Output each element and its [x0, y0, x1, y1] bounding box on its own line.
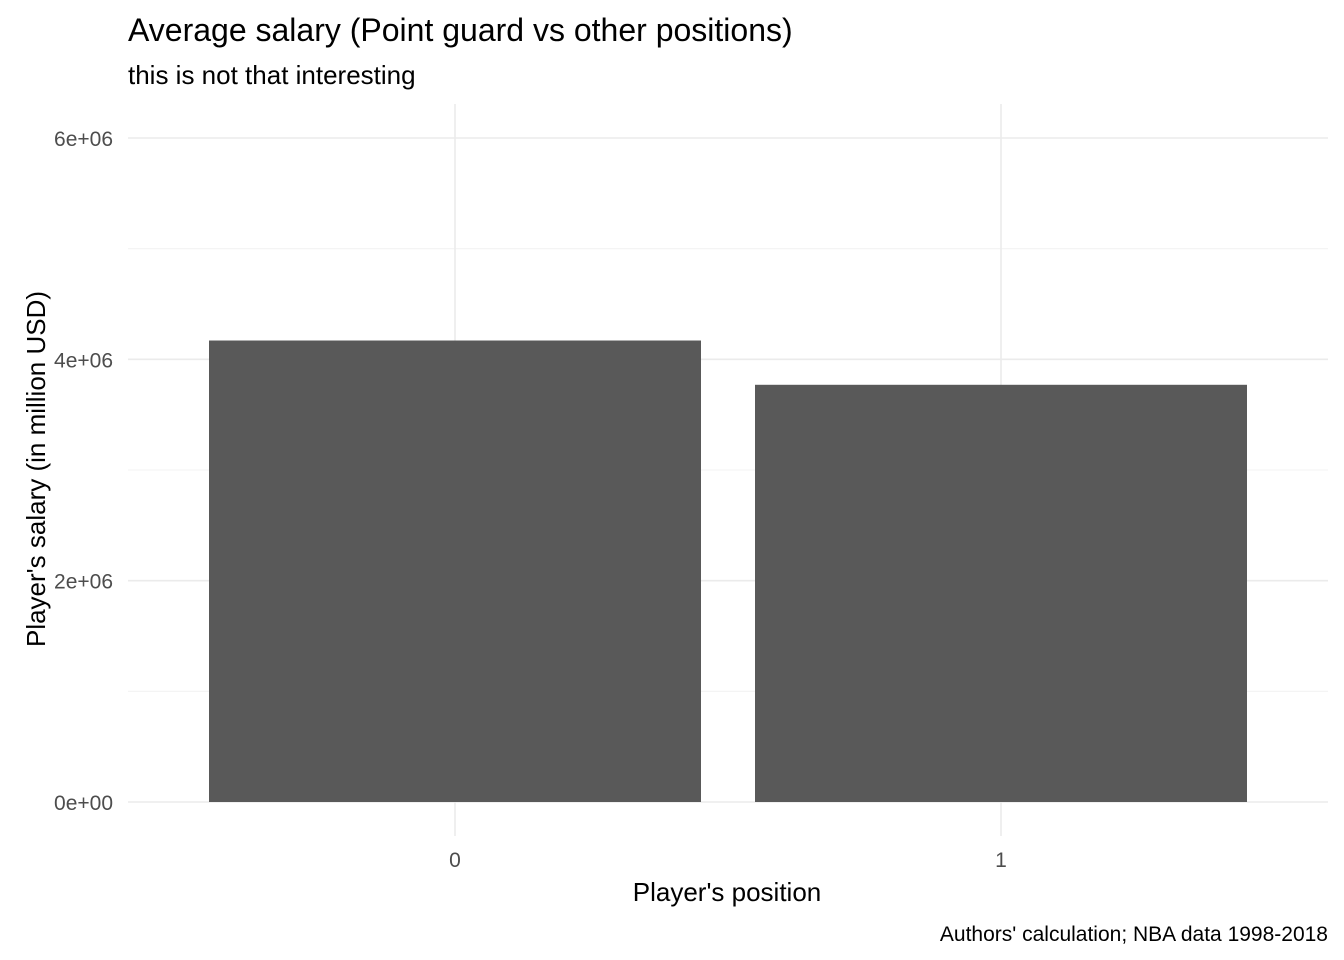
x-tick-label: 1 — [995, 849, 1007, 872]
y-axis-ticks: 0e+00 2e+06 4e+06 6e+06 — [54, 128, 113, 815]
chart-caption: Authors' calculation; NBA data 1998-2018 — [940, 923, 1328, 946]
y-tick-label: 0e+00 — [54, 792, 113, 815]
x-tick-label: 0 — [449, 849, 461, 872]
y-tick-label: 6e+06 — [54, 128, 113, 151]
bar-0 — [209, 340, 701, 802]
chart-subtitle: this is not that interesting — [128, 60, 416, 90]
bar-1 — [755, 384, 1247, 802]
y-axis-title: Player's salary (in million USD) — [21, 291, 51, 647]
bars — [209, 340, 1247, 802]
chart-title: Average salary (Point guard vs other pos… — [128, 12, 793, 48]
y-tick-label: 4e+06 — [54, 349, 113, 372]
y-tick-label: 2e+06 — [54, 571, 113, 594]
x-axis-title: Player's position — [633, 877, 822, 907]
